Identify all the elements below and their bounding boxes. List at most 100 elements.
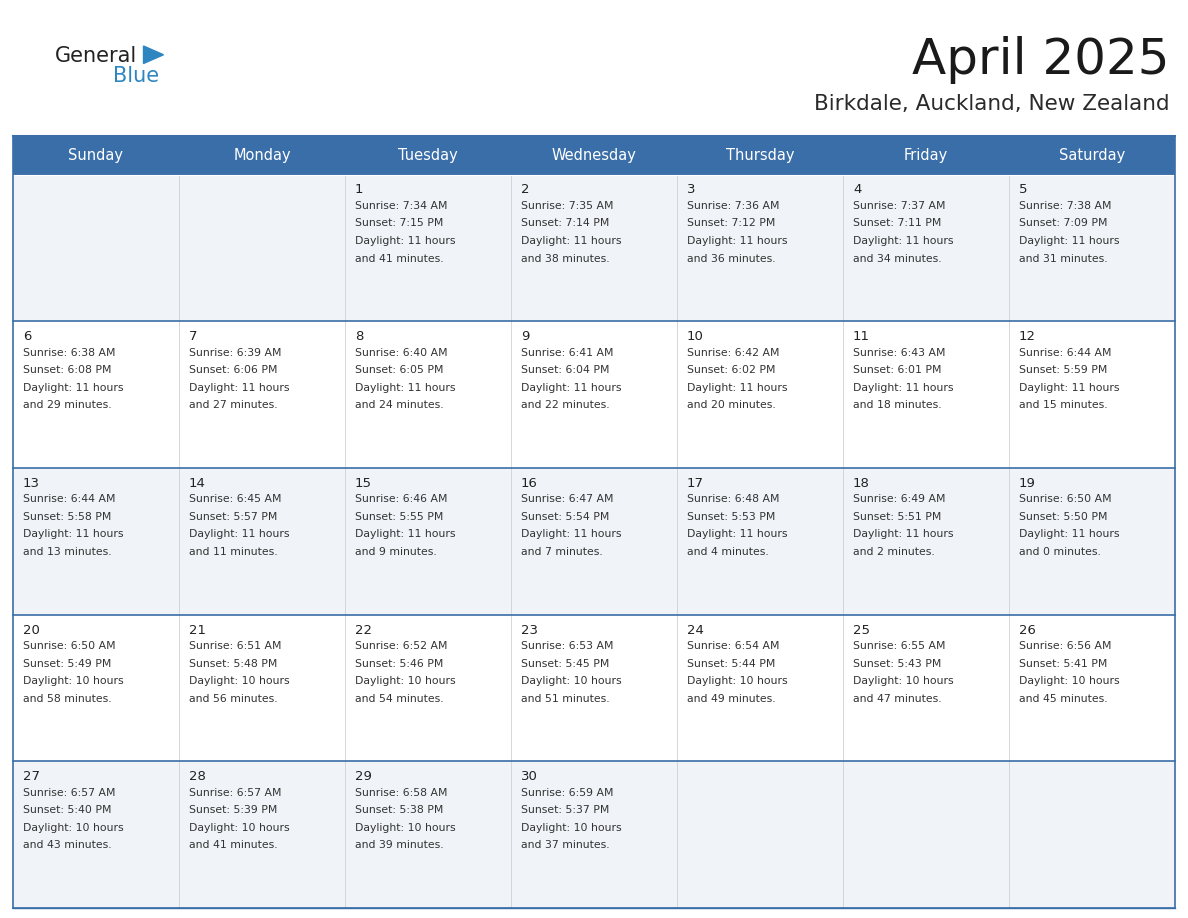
Text: 17: 17 [687, 476, 704, 490]
Text: Sunset: 5:50 PM: Sunset: 5:50 PM [1019, 512, 1107, 522]
Text: Sunrise: 6:52 AM: Sunrise: 6:52 AM [355, 641, 448, 651]
Text: Daylight: 11 hours: Daylight: 11 hours [1019, 236, 1119, 246]
Text: Daylight: 10 hours: Daylight: 10 hours [23, 676, 124, 686]
Bar [13, 761, 1175, 908]
Text: 22: 22 [355, 623, 372, 636]
Text: Sunset: 6:02 PM: Sunset: 6:02 PM [687, 365, 776, 375]
Text: 20: 20 [23, 623, 40, 636]
Text: Daylight: 10 hours: Daylight: 10 hours [189, 676, 290, 686]
Text: Daylight: 10 hours: Daylight: 10 hours [522, 676, 621, 686]
Text: Daylight: 11 hours: Daylight: 11 hours [522, 383, 621, 393]
Text: 9: 9 [522, 330, 530, 343]
Text: Sunset: 7:12 PM: Sunset: 7:12 PM [687, 218, 776, 229]
Text: and 39 minutes.: and 39 minutes. [355, 840, 443, 850]
Text: 10: 10 [687, 330, 703, 343]
Text: Sunset: 5:58 PM: Sunset: 5:58 PM [23, 512, 112, 522]
Text: Sunset: 5:40 PM: Sunset: 5:40 PM [23, 805, 112, 815]
Text: and 51 minutes.: and 51 minutes. [522, 694, 609, 703]
Text: Daylight: 10 hours: Daylight: 10 hours [189, 823, 290, 833]
Text: and 41 minutes.: and 41 minutes. [355, 253, 443, 263]
Text: Sunrise: 6:54 AM: Sunrise: 6:54 AM [687, 641, 779, 651]
Text: Daylight: 11 hours: Daylight: 11 hours [687, 236, 788, 246]
Text: and 0 minutes.: and 0 minutes. [1019, 547, 1101, 557]
Text: and 45 minutes.: and 45 minutes. [1019, 694, 1107, 703]
Text: Sunrise: 6:58 AM: Sunrise: 6:58 AM [355, 788, 448, 798]
Text: 5: 5 [1019, 184, 1028, 196]
Text: Sunset: 7:15 PM: Sunset: 7:15 PM [355, 218, 443, 229]
Text: and 27 minutes.: and 27 minutes. [189, 400, 278, 410]
Text: Sunset: 5:38 PM: Sunset: 5:38 PM [355, 805, 443, 815]
Text: Sunset: 5:48 PM: Sunset: 5:48 PM [189, 658, 277, 668]
Text: Sunset: 7:14 PM: Sunset: 7:14 PM [522, 218, 609, 229]
Text: Sunset: 5:39 PM: Sunset: 5:39 PM [189, 805, 277, 815]
Text: Sunrise: 6:39 AM: Sunrise: 6:39 AM [189, 348, 282, 358]
Text: Sunrise: 6:56 AM: Sunrise: 6:56 AM [1019, 641, 1112, 651]
Text: Sunrise: 6:44 AM: Sunrise: 6:44 AM [1019, 348, 1112, 358]
Text: Sunrise: 6:46 AM: Sunrise: 6:46 AM [355, 495, 448, 504]
Bar [13, 321, 1175, 468]
Text: 30: 30 [522, 770, 538, 783]
Text: Sunset: 5:41 PM: Sunset: 5:41 PM [1019, 658, 1107, 668]
Text: Sunrise: 6:51 AM: Sunrise: 6:51 AM [189, 641, 282, 651]
Text: Sunrise: 6:53 AM: Sunrise: 6:53 AM [522, 641, 613, 651]
Text: Sunrise: 6:50 AM: Sunrise: 6:50 AM [23, 641, 115, 651]
Text: Sunset: 5:53 PM: Sunset: 5:53 PM [687, 512, 776, 522]
Text: Daylight: 11 hours: Daylight: 11 hours [522, 236, 621, 246]
Text: Sunrise: 6:45 AM: Sunrise: 6:45 AM [189, 495, 282, 504]
Text: and 29 minutes.: and 29 minutes. [23, 400, 112, 410]
Text: and 24 minutes.: and 24 minutes. [355, 400, 443, 410]
Text: 11: 11 [853, 330, 870, 343]
Text: Daylight: 11 hours: Daylight: 11 hours [853, 383, 954, 393]
Text: Monday: Monday [233, 148, 291, 162]
Text: Sunrise: 6:48 AM: Sunrise: 6:48 AM [687, 495, 779, 504]
Text: Friday: Friday [904, 148, 948, 162]
Text: Birkdale, Auckland, New Zealand: Birkdale, Auckland, New Zealand [815, 94, 1170, 114]
Text: and 34 minutes.: and 34 minutes. [853, 253, 942, 263]
Text: Sunset: 5:55 PM: Sunset: 5:55 PM [355, 512, 443, 522]
Text: Sunset: 7:09 PM: Sunset: 7:09 PM [1019, 218, 1107, 229]
Text: Sunset: 5:54 PM: Sunset: 5:54 PM [522, 512, 609, 522]
Text: Sunrise: 6:59 AM: Sunrise: 6:59 AM [522, 788, 613, 798]
Text: Daylight: 11 hours: Daylight: 11 hours [23, 530, 124, 540]
Bar [13, 136, 1175, 174]
Text: Sunset: 5:49 PM: Sunset: 5:49 PM [23, 658, 112, 668]
Text: and 4 minutes.: and 4 minutes. [687, 547, 769, 557]
Text: Daylight: 11 hours: Daylight: 11 hours [23, 383, 124, 393]
Text: Daylight: 10 hours: Daylight: 10 hours [1019, 676, 1119, 686]
Text: and 13 minutes.: and 13 minutes. [23, 547, 112, 557]
Text: and 9 minutes.: and 9 minutes. [355, 547, 437, 557]
Text: Daylight: 11 hours: Daylight: 11 hours [853, 530, 954, 540]
Text: Sunrise: 6:55 AM: Sunrise: 6:55 AM [853, 641, 946, 651]
Text: 2: 2 [522, 184, 530, 196]
Bar [13, 174, 1175, 321]
Text: and 36 minutes.: and 36 minutes. [687, 253, 776, 263]
Text: 8: 8 [355, 330, 364, 343]
Text: 4: 4 [853, 184, 861, 196]
Text: General: General [55, 46, 138, 66]
Text: Daylight: 11 hours: Daylight: 11 hours [355, 383, 455, 393]
Text: Sunset: 5:46 PM: Sunset: 5:46 PM [355, 658, 443, 668]
Text: 12: 12 [1019, 330, 1036, 343]
Text: 7: 7 [189, 330, 197, 343]
Text: 3: 3 [687, 184, 695, 196]
Text: 25: 25 [853, 623, 870, 636]
Text: Daylight: 11 hours: Daylight: 11 hours [522, 530, 621, 540]
Text: and 47 minutes.: and 47 minutes. [853, 694, 942, 703]
Text: Sunrise: 6:57 AM: Sunrise: 6:57 AM [189, 788, 282, 798]
Text: and 54 minutes.: and 54 minutes. [355, 694, 443, 703]
Text: Sunset: 5:44 PM: Sunset: 5:44 PM [687, 658, 776, 668]
Text: Daylight: 11 hours: Daylight: 11 hours [355, 530, 455, 540]
Text: 16: 16 [522, 476, 538, 490]
Text: Daylight: 11 hours: Daylight: 11 hours [1019, 383, 1119, 393]
Text: Sunrise: 7:34 AM: Sunrise: 7:34 AM [355, 201, 448, 211]
Text: Sunset: 6:04 PM: Sunset: 6:04 PM [522, 365, 609, 375]
Text: and 41 minutes.: and 41 minutes. [189, 840, 278, 850]
Text: Saturday: Saturday [1059, 148, 1125, 162]
Text: 19: 19 [1019, 476, 1036, 490]
Text: Sunrise: 6:38 AM: Sunrise: 6:38 AM [23, 348, 115, 358]
Text: Daylight: 10 hours: Daylight: 10 hours [355, 823, 456, 833]
Text: Daylight: 11 hours: Daylight: 11 hours [687, 383, 788, 393]
Bar [13, 468, 1175, 614]
Text: Sunrise: 7:37 AM: Sunrise: 7:37 AM [853, 201, 946, 211]
Text: Sunset: 7:11 PM: Sunset: 7:11 PM [853, 218, 941, 229]
